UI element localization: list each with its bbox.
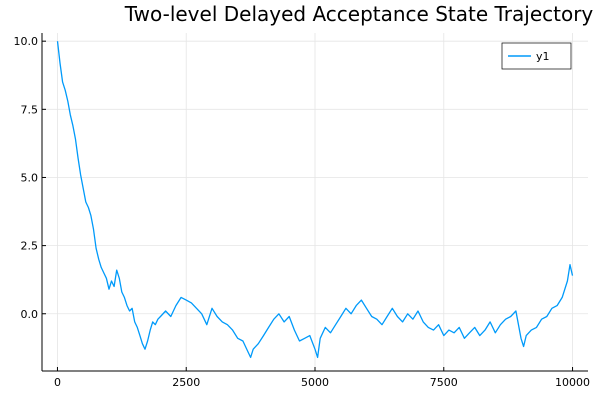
chart-title: Two-level Delayed Acceptance State Traje… xyxy=(124,2,594,26)
x-tick-label: 2500 xyxy=(172,376,200,389)
y-tick-label: 5.0 xyxy=(21,171,39,184)
series-layer xyxy=(56,41,574,359)
series-line-y1 xyxy=(56,41,574,359)
y-tick-label: 10.0 xyxy=(14,35,39,48)
x-tick-label: 10000 xyxy=(555,376,590,389)
x-tick-label: 0 xyxy=(54,376,61,389)
x-tick-label: 7500 xyxy=(430,376,458,389)
legend: y1 xyxy=(501,42,572,70)
y-tick-label: 7.5 xyxy=(21,103,39,116)
legend-label-y1: y1 xyxy=(536,50,550,63)
y-tick-label: 2.5 xyxy=(21,240,39,253)
x-axis-ticks: 0 2500 5000 7500 10000 xyxy=(54,367,590,389)
y-axis-ticks: 0.0 2.5 5.0 7.5 10.0 xyxy=(14,35,46,321)
grid-lines xyxy=(42,33,588,371)
x-tick-label: 5000 xyxy=(301,376,329,389)
y-tick-label: 0.0 xyxy=(21,308,39,321)
